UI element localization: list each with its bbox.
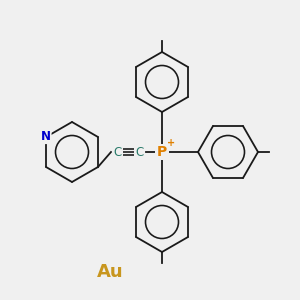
Text: Au: Au: [97, 263, 123, 281]
Text: C: C: [113, 146, 121, 158]
Text: +: +: [167, 138, 175, 148]
Text: P: P: [157, 145, 167, 159]
Text: C: C: [136, 146, 144, 158]
Text: N: N: [41, 130, 51, 143]
